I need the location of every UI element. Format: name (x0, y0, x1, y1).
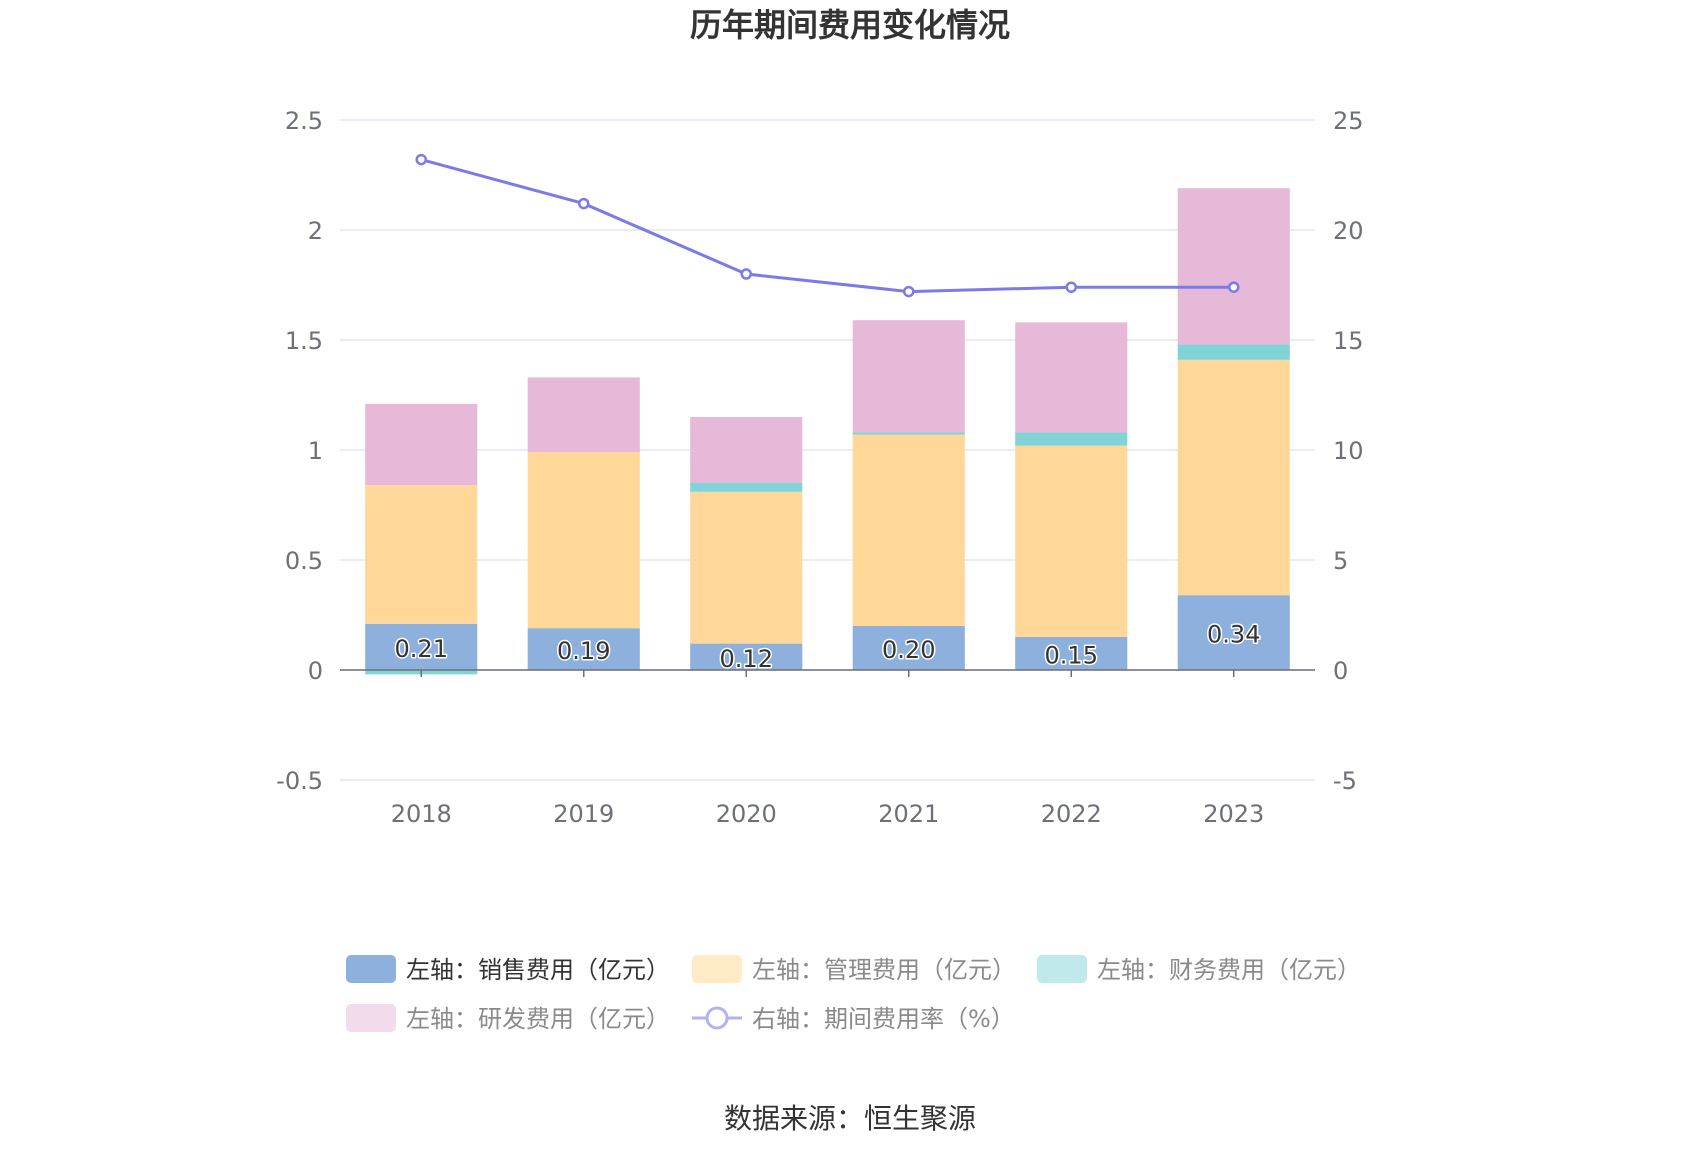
bar-3-2018 (365, 403, 478, 486)
left-axis-tick-label: -0.5 (276, 767, 323, 795)
left-axis-tick-label: 1 (308, 437, 323, 465)
bar-0-2020 (690, 643, 803, 670)
bar-3-2020 (690, 417, 803, 483)
x-axis-label-2021: 2021 (878, 800, 939, 828)
legend-item-4[interactable]: 右轴：期间费用率（%） (692, 1005, 1015, 1033)
bar-3-2019 (527, 377, 640, 453)
bar-0-2018 (365, 623, 478, 670)
expense-rate-point-2023 (1228, 281, 1240, 293)
bar-0-2021 (852, 626, 965, 670)
bar-0-2023 (1177, 595, 1290, 670)
legend-label: 左轴：销售费用（亿元） (406, 956, 670, 984)
bar-3-2021 (852, 320, 965, 433)
expense-rate-point-2018 (415, 153, 427, 166)
expense-rate-point-2020 (740, 268, 752, 280)
right-axis-tick-label: -5 (1333, 767, 1357, 795)
bar-1-2022 (1015, 445, 1128, 637)
bar-2-2020 (690, 483, 803, 492)
bar-value-labels: 0.21 0.19 0.12 0.20 0.15 0.34 (393, 619, 1262, 674)
legend-swatch (346, 1004, 396, 1032)
bar-1-2021 (852, 434, 965, 626)
bar-2-2021 (852, 432, 965, 435)
bar-value-label-2023: 0.34 (1207, 621, 1260, 649)
right-axis-tick-label: 0 (1333, 657, 1348, 685)
legend-swatch (346, 955, 396, 983)
bar-1-2023 (1177, 359, 1290, 596)
legend-item-0[interactable]: 左轴：销售费用（亿元） (346, 955, 670, 984)
expense-rate-point-2019 (578, 197, 590, 210)
chart-title: 历年期间费用变化情况 (690, 6, 1010, 44)
data-source: 数据来源：恒生聚源 (724, 1102, 976, 1135)
bar-series (365, 188, 1290, 675)
legend-item-2[interactable]: 左轴：财务费用（亿元） (1037, 955, 1361, 984)
legend-label: 左轴：研发费用（亿元） (406, 1005, 670, 1033)
x-axis-label-2018: 2018 (391, 800, 452, 828)
legend-label: 左轴：管理费用（亿元） (752, 956, 1016, 984)
legend[interactable]: 左轴：销售费用（亿元） 左轴：管理费用（亿元） 左轴：财务费用（亿元） 左轴：研发费用… (346, 955, 1361, 1033)
legend-item-1[interactable]: 左轴：管理费用（亿元） (692, 955, 1016, 984)
expense-rate-line-path (420, 158, 1234, 294)
legend-swatch (1037, 955, 1087, 983)
right-axis-tick-label: 5 (1333, 547, 1348, 575)
bar-2-2023 (1177, 344, 1290, 360)
left-axis-tick-label: 0 (308, 657, 323, 685)
bar-value-label-2020: 0.12 (720, 645, 773, 673)
legend-label: 左轴：财务费用（亿元） (1097, 956, 1361, 984)
left-axis: 2.5 2 1.5 1 0.5 0 -0.5 (276, 107, 323, 795)
bar-value-label-2018: 0.21 (395, 635, 448, 663)
expense-rate-point-2021 (903, 285, 915, 298)
grid-lines (340, 119, 1315, 781)
left-axis-tick-label: 0.5 (285, 547, 323, 575)
bar-3-2023 (1177, 188, 1290, 345)
bar-value-label-2022: 0.15 (1045, 642, 1098, 670)
bar-value-label-2019: 0.19 (557, 637, 610, 665)
bar-1-2019 (527, 452, 640, 629)
legend-item-3[interactable]: 左轴：研发费用（亿元） (346, 1004, 670, 1033)
bar-value-label-2021: 0.20 (882, 636, 935, 664)
right-axis-tick-label: 10 (1333, 437, 1364, 465)
x-axis (340, 669, 1315, 677)
legend-marker (705, 1006, 729, 1030)
right-axis-tick-label: 20 (1333, 217, 1364, 245)
bar-1-2018 (365, 485, 478, 624)
bar-2-2022 (1015, 432, 1128, 446)
left-axis-tick-label: 2 (308, 217, 323, 245)
x-axis-label-2022: 2022 (1041, 800, 1102, 828)
left-axis-tick-label: 2.5 (285, 107, 323, 135)
expense-rate-line (415, 153, 1240, 298)
x-axis-label-2023: 2023 (1203, 800, 1264, 828)
x-axis-labels: 2018 2019 2020 2021 2022 2023 (391, 800, 1265, 828)
right-axis-tick-label: 25 (1333, 107, 1364, 135)
legend-label: 右轴：期间费用率（%） (752, 1005, 1015, 1033)
x-axis-label-2020: 2020 (716, 800, 777, 828)
right-axis: 25 20 15 10 5 0 -5 (1333, 107, 1364, 795)
expense-rate-point-2022 (1065, 281, 1077, 293)
x-axis-label-2019: 2019 (553, 800, 614, 828)
right-axis-tick-label: 15 (1333, 327, 1364, 355)
bar-3-2022 (1015, 322, 1128, 433)
left-axis-tick-label: 1.5 (285, 327, 323, 355)
legend-swatch (692, 955, 742, 983)
bar-1-2020 (690, 491, 803, 644)
bar-0-2019 (527, 628, 640, 670)
bar-0-2022 (1015, 637, 1128, 670)
